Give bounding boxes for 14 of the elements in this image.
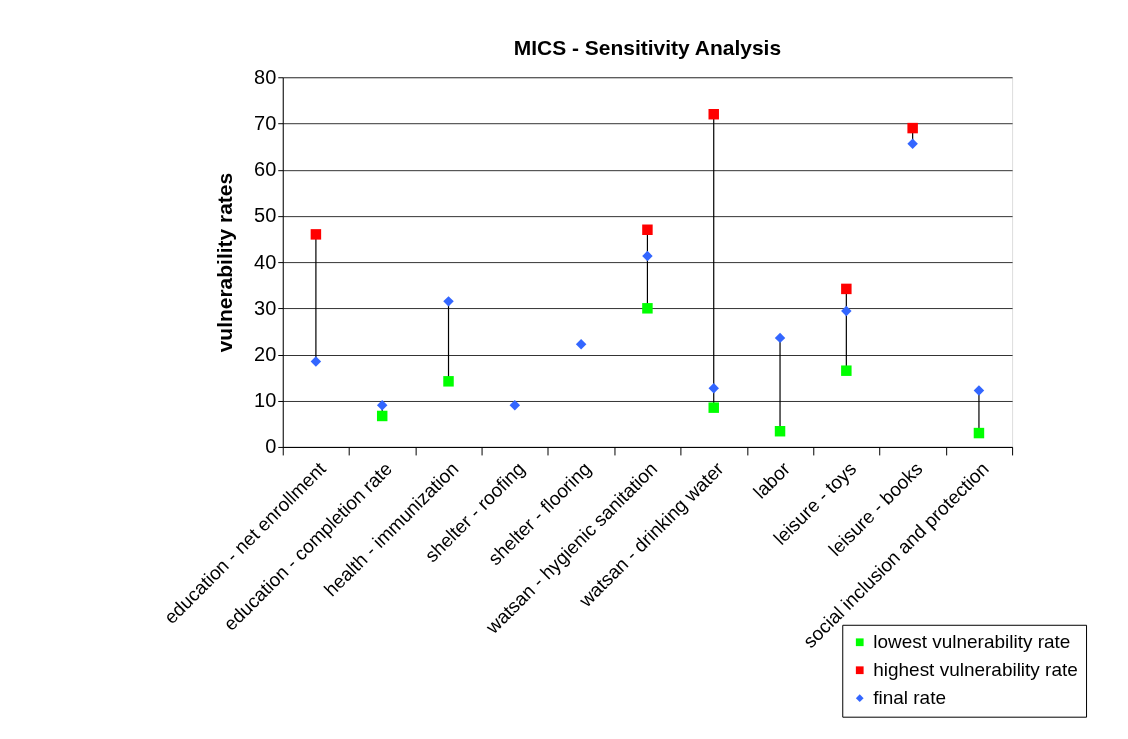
y-tick-label: 80 — [254, 65, 277, 88]
y-tick-label: 50 — [254, 204, 277, 227]
legend-label: final rate — [873, 687, 946, 709]
y-tick-label: 40 — [254, 250, 277, 273]
y-tick-label: 20 — [254, 343, 277, 366]
y-tick-label: 10 — [254, 389, 277, 412]
y-tick-label: 0 — [265, 435, 277, 458]
y-axis-title: vulnerability rates — [213, 172, 237, 353]
legend-label: highest vulnerability rate — [873, 659, 1078, 681]
chart-title: MICS - Sensitivity Analysis — [513, 36, 782, 60]
legend-label: lowest vulnerability rate — [873, 631, 1071, 653]
y-tick-label: 30 — [254, 296, 277, 319]
y-tick-label: 70 — [254, 111, 277, 134]
y-tick-label: 60 — [254, 158, 277, 181]
